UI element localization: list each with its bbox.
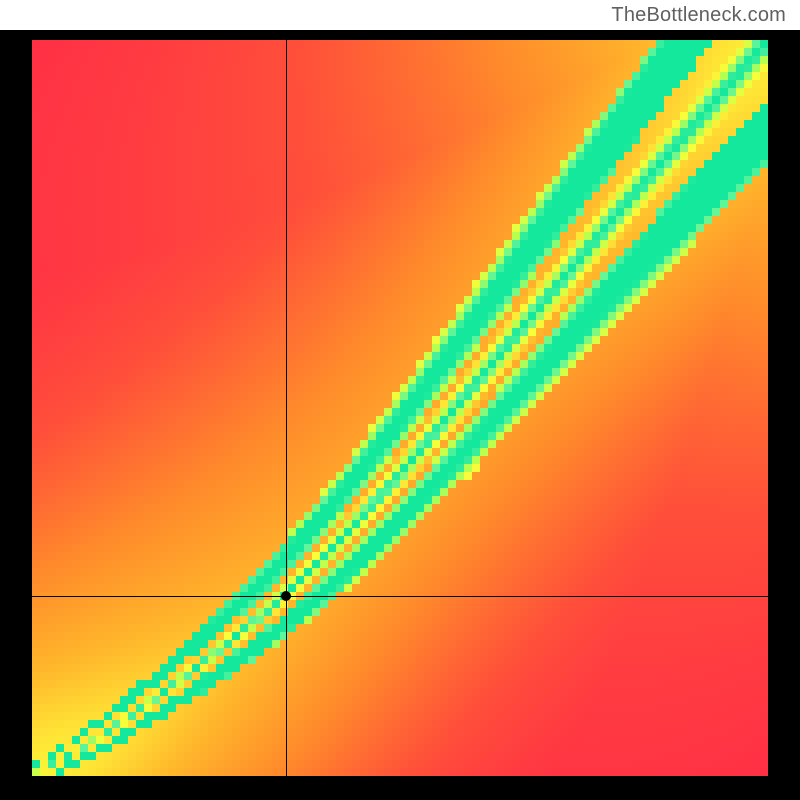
plot-area	[32, 40, 768, 776]
data-point-marker	[281, 591, 291, 601]
crosshair-horizontal	[32, 596, 768, 597]
figure-container: TheBottleneck.com	[0, 0, 800, 800]
heatmap-canvas	[32, 40, 768, 776]
attribution-text: TheBottleneck.com	[611, 4, 786, 27]
plot-frame	[0, 30, 800, 800]
crosshair-vertical	[286, 40, 287, 776]
